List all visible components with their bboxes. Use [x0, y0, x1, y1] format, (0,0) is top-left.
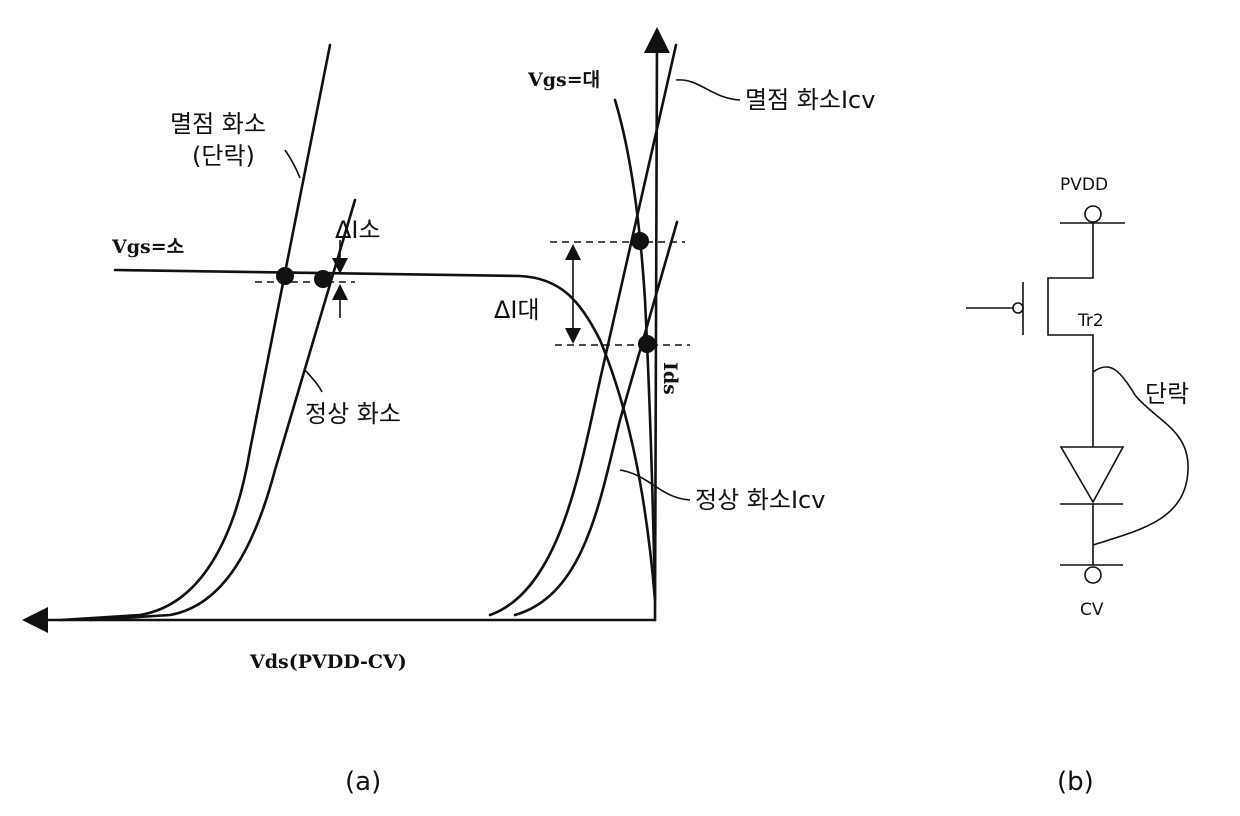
delta-i-small-label: ΔI소 — [335, 216, 381, 244]
delta-i-large-label: ΔI대 — [494, 296, 540, 324]
defect-pixel-label: 멸점 화소 — [170, 110, 266, 138]
vgs-small-label: Vgs=소 — [111, 236, 184, 258]
intersection-dot — [314, 270, 332, 288]
transistor-label: Tr2 — [1077, 311, 1104, 331]
y-axis-label: Ids — [659, 362, 681, 395]
defect-pixel-icv-label: 멸점 화소Icv — [745, 86, 875, 114]
pvdd-label: PVDD — [1060, 175, 1108, 195]
short-label: (단락) — [192, 142, 255, 170]
normal-pixel-icv-label: 정상 화소Icv — [695, 486, 825, 514]
intersection-dot — [631, 232, 649, 250]
caption-b: (b) — [1057, 767, 1094, 797]
pvdd-terminal — [1085, 206, 1101, 222]
leader-line — [305, 370, 322, 392]
transistor-channel — [1048, 223, 1093, 447]
gate-bubble — [1013, 303, 1023, 313]
cv-terminal — [1085, 567, 1101, 583]
normal-pixel-label: 정상 화소 — [305, 400, 401, 428]
vgs-large-label: Vgs=대 — [527, 69, 600, 91]
intersection-dot — [638, 335, 656, 353]
x-axis-label: Vds(PVDD-CV) — [249, 651, 407, 673]
normal-pixel-icv-curve — [515, 222, 677, 615]
circuit-b: PVDD Tr2 단락 CV (b) — [966, 175, 1189, 797]
leader-line — [285, 150, 300, 178]
vgs-small-curve — [115, 270, 655, 600]
figure: 멸점 화소 (단락) Vgs=소 ΔI소 ΔI대 정상 화소 Vgs=대 멸점 … — [0, 0, 1240, 816]
leader-line — [676, 80, 740, 100]
intersection-dot — [276, 267, 294, 285]
cv-label: CV — [1080, 600, 1104, 620]
graph-a: 멸점 화소 (단락) Vgs=소 ΔI소 ΔI대 정상 화소 Vgs=대 멸점 … — [35, 40, 875, 797]
caption-a: (a) — [345, 767, 381, 797]
diode — [1061, 447, 1123, 502]
short-label: 단락 — [1145, 380, 1189, 408]
